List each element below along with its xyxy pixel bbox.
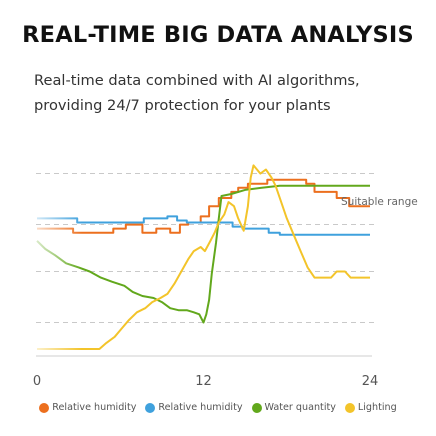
page-subtitle: Real-time data combined with AI algorith… <box>34 72 360 114</box>
chart-legend: Relative humidity Relative humidity Water … <box>0 402 436 413</box>
legend-swatch <box>145 402 156 413</box>
legend-item-relative-humidity-orange: Relative humidity <box>39 402 136 413</box>
legend-label: Relative humidity <box>158 402 243 413</box>
x-tick-label: 24 <box>362 374 379 389</box>
page-title: REAL-TIME BIG DATA ANALYSIS <box>22 22 414 48</box>
legend-item-relative-humidity-blue: Relative humidity <box>145 402 243 413</box>
series-line-relative-humidity-blue <box>37 215 370 236</box>
legend-swatch <box>39 402 50 413</box>
legend-label: Relative humidity <box>52 402 137 413</box>
x-tick-label: 12 <box>195 374 212 389</box>
legend-label: Water quantity <box>264 402 336 413</box>
legend-swatch <box>344 402 355 413</box>
legend-label: Lighting <box>357 402 397 413</box>
x-tick-label: 0 <box>33 374 41 389</box>
suitable-range-label: Suitable range <box>341 196 418 208</box>
series-line-water-quantity <box>36 184 370 324</box>
series-line-relative-humidity-orange <box>37 178 370 234</box>
series-line-lighting <box>37 164 370 350</box>
legend-item-lighting: Lighting <box>344 402 397 413</box>
legend-swatch <box>251 402 262 413</box>
legend-item-water-quantity: Water quantity <box>251 402 336 413</box>
